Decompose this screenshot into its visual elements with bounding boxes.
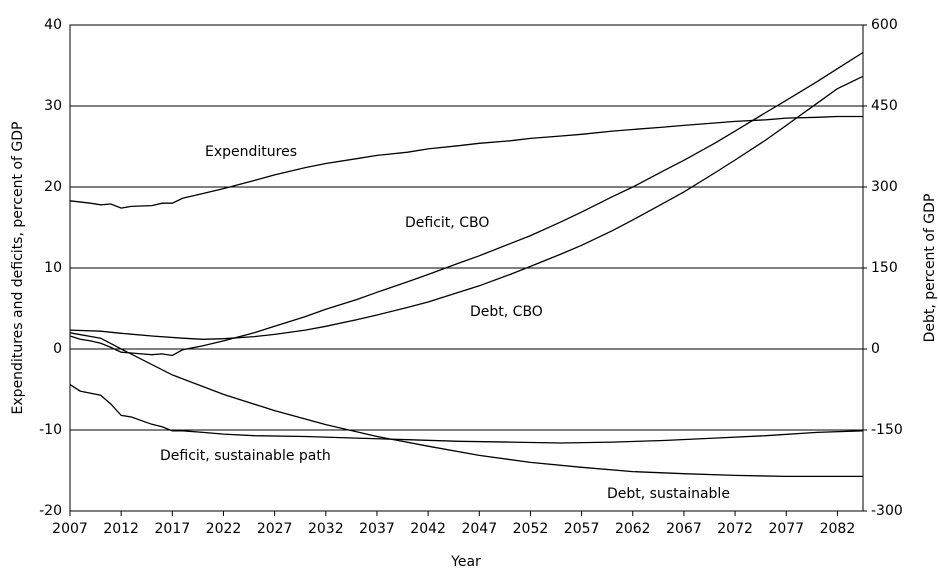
y-tick-label: 0 (53, 341, 62, 357)
y2-tick-label: -150 (871, 422, 903, 438)
y-tick-label: 20 (44, 179, 62, 195)
x-tick-label: 2047 (461, 521, 497, 537)
x-tick-label: 2037 (359, 521, 395, 537)
y-tick-label: 40 (44, 17, 62, 33)
y-tick-label: -20 (39, 503, 62, 519)
series-label: Expenditures (205, 144, 297, 160)
y2-tick-label: 600 (871, 17, 898, 33)
x-tick-label: 2062 (615, 521, 651, 537)
x-tick-label: 2072 (717, 521, 753, 537)
series-line (69, 384, 864, 444)
series-line (69, 75, 864, 340)
y-tick-label: -10 (39, 422, 62, 438)
x-tick-label: 2077 (768, 521, 804, 537)
y2-tick-label: -300 (871, 503, 903, 519)
x-tick-label: 2042 (410, 521, 446, 537)
plot-frame (69, 24, 864, 512)
x-tick-label: 2007 (52, 521, 88, 537)
y2-axis-title: Debt, percent of GDP (922, 194, 938, 343)
x-tick-label: 2032 (308, 521, 344, 537)
y2-tick-label: 450 (871, 98, 898, 114)
series-line (69, 332, 863, 478)
series-label: Debt, CBO (470, 304, 543, 320)
x-tick-label: 2082 (820, 521, 856, 537)
series-label: Deficit, CBO (405, 215, 489, 231)
x-tick-label: 2017 (155, 521, 191, 537)
y-axis-title: Expenditures and deficits, percent of GD… (10, 122, 26, 415)
series-line (69, 115, 863, 209)
series-label: Debt, sustainable (607, 486, 730, 502)
x-tick-label: 2022 (206, 521, 242, 537)
x-tick-label: 2067 (666, 521, 702, 537)
y-tick-label: 10 (44, 260, 62, 276)
x-tick-label: 2057 (564, 521, 600, 537)
y2-tick-label: 0 (871, 341, 880, 357)
x-tick-label: 2012 (103, 521, 139, 537)
y2-tick-label: 300 (871, 179, 898, 195)
x-axis-title: Year (450, 554, 481, 570)
series-line (69, 51, 864, 357)
series-label: Deficit, sustainable path (160, 448, 331, 464)
y-tick-label: 30 (44, 98, 62, 114)
y2-tick-label: 150 (871, 260, 898, 276)
x-tick-label: 2052 (513, 521, 549, 537)
x-tick-label: 2027 (257, 521, 293, 537)
